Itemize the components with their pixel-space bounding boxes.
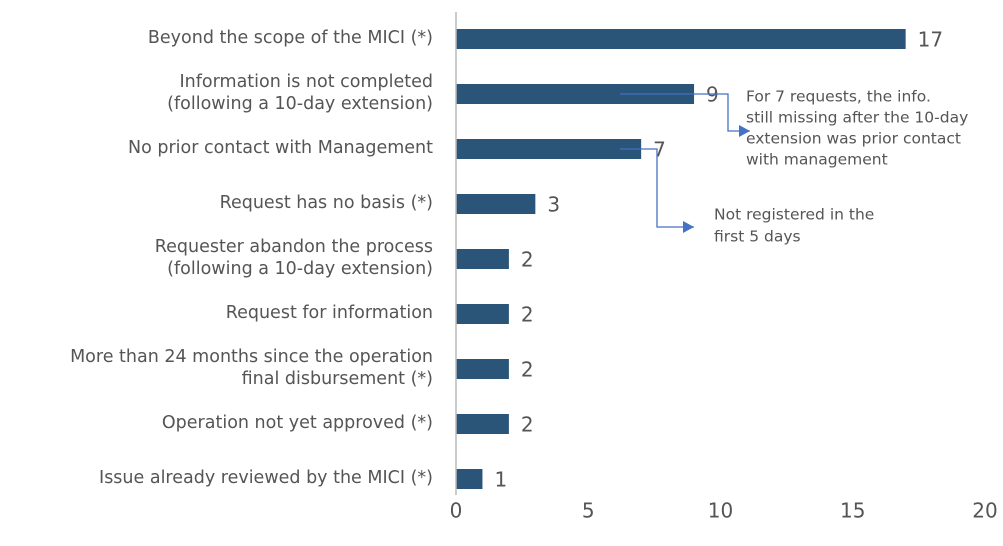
category-label: More than 24 months since the operation [70, 347, 433, 367]
annotation: Not registered in the [714, 206, 874, 224]
x-tick-label: 0 [450, 499, 463, 523]
x-tick-label: 5 [582, 499, 595, 523]
category-label: Request for information [226, 303, 433, 323]
bar [456, 414, 509, 434]
callout-arrow [620, 148, 694, 228]
value-label: 2 [521, 358, 534, 382]
annotation: still missing after the 10-day [746, 109, 968, 127]
category-label: Beyond the scope of the MICI (*) [148, 28, 433, 48]
bar [456, 194, 536, 214]
value-label: 2 [521, 248, 534, 272]
bar [456, 469, 483, 489]
callout-arrow-head [739, 125, 750, 137]
annotation: For 7 requests, the info. [746, 88, 931, 106]
category-label: (following a 10-day extension) [167, 94, 433, 114]
value-label: 3 [547, 193, 560, 217]
category-label: final disbursement (*) [242, 369, 433, 389]
value-label: 2 [521, 303, 534, 327]
bar [456, 139, 642, 159]
bar [456, 84, 695, 104]
bar [456, 249, 509, 269]
category-label: No prior contact with Management [128, 138, 433, 158]
category-label: Issue already reviewed by the MICI (*) [99, 468, 433, 488]
value-label: 7 [653, 138, 666, 162]
bar [456, 29, 906, 49]
x-tick-label: 10 [708, 499, 733, 523]
category-label: (following a 10-day extension) [167, 259, 433, 279]
value-label: 2 [521, 413, 534, 437]
bar [456, 304, 509, 324]
annotation: with management [746, 151, 888, 169]
annotation: first 5 days [714, 228, 801, 246]
callout-arrow-head [683, 221, 694, 233]
value-label: 1 [494, 468, 507, 492]
category-label: Operation not yet approved (*) [162, 413, 433, 433]
annotation: extension was prior contact [746, 130, 961, 148]
bar [456, 359, 509, 379]
category-label: Information is not completed [180, 72, 433, 92]
x-tick-label: 15 [840, 499, 865, 523]
x-tick-label: 20 [972, 499, 997, 523]
category-label: Request has no basis (*) [220, 193, 433, 213]
category-label: Requester abandon the process [155, 237, 433, 257]
value-label: 17 [918, 28, 943, 52]
